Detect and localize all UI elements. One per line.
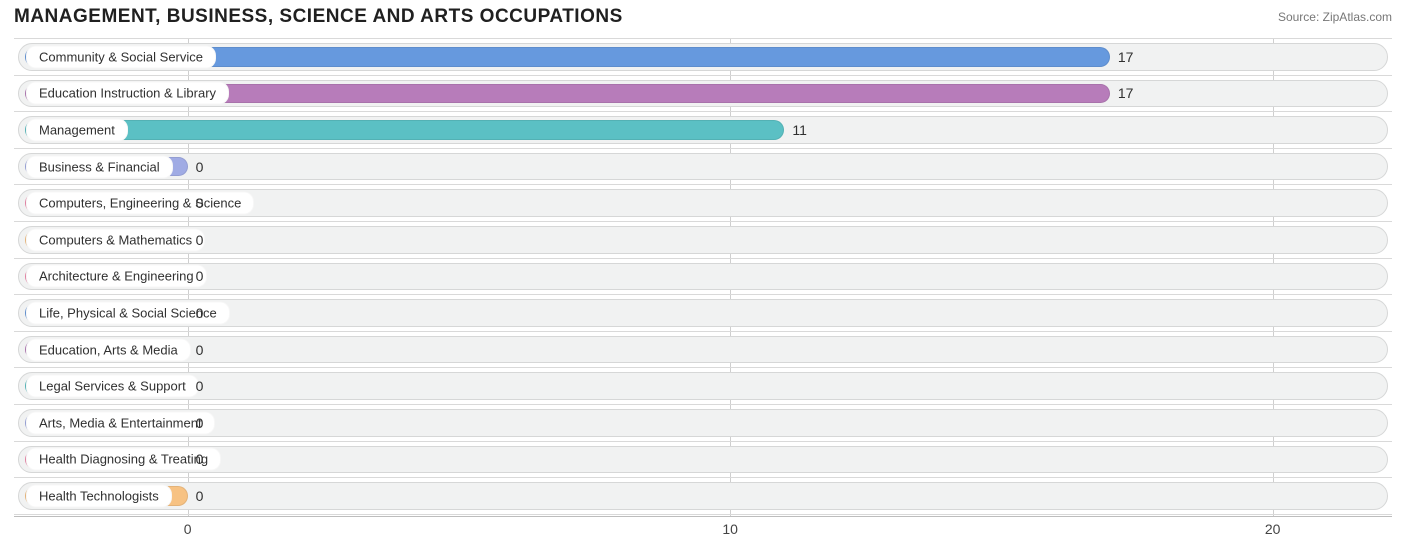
value-label: 0 <box>196 268 204 284</box>
value-label: 0 <box>196 415 204 431</box>
category-pill: Arts, Media & Entertainment <box>26 411 215 434</box>
bar-track <box>18 372 1388 400</box>
category-pill: Computers, Engineering & Science <box>26 192 254 215</box>
category-pill: Education, Arts & Media <box>26 338 191 361</box>
bar-track <box>18 226 1388 254</box>
value-label: 11 <box>792 122 807 138</box>
category-pill: Community & Social Service <box>26 45 216 68</box>
value-label: 0 <box>196 488 204 504</box>
plot-region: Community & Social Service17Education In… <box>14 38 1392 516</box>
chart-header: MANAGEMENT, BUSINESS, SCIENCE AND ARTS O… <box>0 0 1406 30</box>
bar-track <box>18 409 1388 437</box>
bar-track <box>18 482 1388 510</box>
bar-row: Education Instruction & Library 17 <box>14 76 1392 113</box>
value-label: 0 <box>196 342 204 358</box>
bar-row: Business & Financial 0 <box>14 149 1392 186</box>
value-label: 0 <box>196 451 204 467</box>
bar-row: Legal Services & Support0 <box>14 368 1392 405</box>
value-label: 0 <box>196 305 204 321</box>
source-attribution: Source: ZipAtlas.com <box>1278 10 1392 24</box>
category-pill: Education Instruction & Library <box>26 82 229 105</box>
category-pill: Health Diagnosing & Treating <box>26 448 221 471</box>
chart-title: MANAGEMENT, BUSINESS, SCIENCE AND ARTS O… <box>14 6 623 28</box>
bar-track <box>18 336 1388 364</box>
bar-track <box>18 263 1388 291</box>
category-pill: Legal Services & Support <box>26 375 199 398</box>
bar-row: Architecture & Engineering0 <box>14 259 1392 296</box>
category-pill: Architecture & Engineering <box>26 265 207 288</box>
value-label: 0 <box>196 159 204 175</box>
bar-fill <box>25 120 785 140</box>
bar-row: Life, Physical & Social Science0 <box>14 295 1392 332</box>
value-label: 17 <box>1118 49 1134 65</box>
bar-track <box>18 446 1388 474</box>
category-pill: Health Technologists <box>26 484 172 507</box>
bar-row: Community & Social Service 17 <box>14 39 1392 76</box>
bar-row: Management 11 <box>14 112 1392 149</box>
bar-row: Computers & Mathematics0 <box>14 222 1392 259</box>
value-label: 0 <box>196 378 204 394</box>
bar-row: Health Diagnosing & Treating0 <box>14 442 1392 479</box>
x-axis: 0 10 20 <box>14 516 1392 542</box>
value-label: 0 <box>196 232 204 248</box>
bar-row: Health Technologists 0 <box>14 478 1392 515</box>
source-name: ZipAtlas.com <box>1323 10 1392 24</box>
bar-track <box>18 153 1388 181</box>
bar-row: Arts, Media & Entertainment0 <box>14 405 1392 442</box>
category-pill: Computers & Mathematics <box>26 228 205 251</box>
x-tick-label: 10 <box>722 521 738 537</box>
bar-row: Computers, Engineering & Science0 <box>14 185 1392 222</box>
category-pill: Business & Financial <box>26 155 173 178</box>
category-pill: Management <box>26 118 128 141</box>
bar-row: Education, Arts & Media 0 <box>14 332 1392 369</box>
value-label: 17 <box>1118 85 1134 101</box>
value-label: 0 <box>196 195 204 211</box>
chart-area: Community & Social Service17Education In… <box>14 38 1392 542</box>
source-prefix: Source: <box>1278 10 1323 24</box>
x-tick-label: 0 <box>184 521 192 537</box>
x-tick-label: 20 <box>1265 521 1281 537</box>
